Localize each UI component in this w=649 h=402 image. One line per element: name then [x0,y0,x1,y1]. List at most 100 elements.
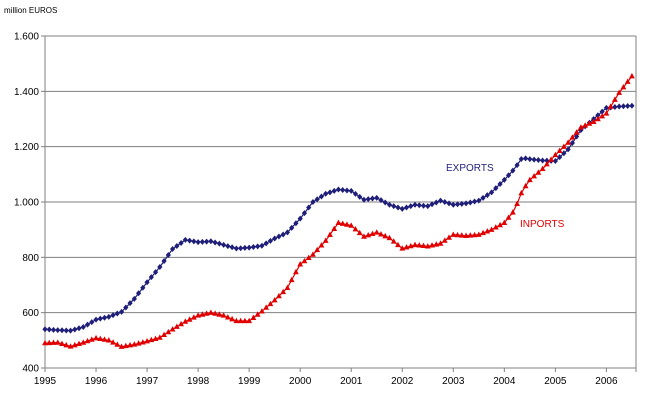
data-point-marker [280,231,286,238]
data-point-marker [540,157,546,164]
y-tick-label: 1.200 [14,142,39,153]
data-point-marker [59,327,65,334]
data-point-marker [123,304,129,311]
data-point-marker [429,242,435,248]
data-point-marker [178,239,184,246]
data-point-marker [454,201,461,208]
data-point-marker [348,187,354,194]
data-point-marker [182,318,189,324]
data-point-marker [161,258,167,265]
data-point-marker [246,317,253,324]
data-point-marker [391,203,397,210]
series-inports [42,72,635,349]
data-point-marker [514,162,520,169]
data-point-marker [101,336,108,342]
data-point-marker [63,327,69,334]
data-point-marker [463,232,469,238]
data-point-marker [67,327,74,334]
data-point-marker [331,187,337,194]
data-point-marker [425,203,431,210]
data-point-marker [225,243,231,250]
data-point-marker [535,169,542,175]
data-point-marker [148,274,154,281]
data-point-marker [241,317,248,324]
data-point-marker [488,226,495,232]
data-point-marker [369,195,376,202]
data-point-marker [314,196,320,203]
data-point-marker [458,232,465,238]
data-point-marker [259,308,265,314]
data-point-marker [467,199,473,206]
data-point-marker [216,311,223,317]
data-point-marker [569,134,576,140]
data-point-marker [101,314,108,321]
series-line [44,75,633,348]
unit-label: million EUROS [4,6,57,15]
data-point-marker [263,304,270,310]
data-point-marker [505,172,512,179]
y-tick-label: 1.000 [14,198,39,209]
data-point-marker [259,242,265,249]
data-point-marker [620,103,627,110]
data-point-marker [105,337,112,343]
data-point-marker [327,231,333,237]
data-point-marker [127,300,133,307]
data-point-marker [165,328,172,335]
data-point-marker [493,185,499,192]
x-tick-label: 1996 [85,376,108,387]
data-point-marker [118,308,125,315]
data-point-marker [586,120,593,126]
data-point-marker [450,231,457,237]
data-point-marker [557,154,563,161]
data-point-marker [378,231,384,237]
data-point-marker [186,316,193,322]
data-point-marker [323,190,329,197]
data-point-marker [352,226,359,232]
data-point-marker [386,201,393,208]
data-point-marker [208,238,214,245]
data-point-marker [339,220,346,226]
x-tick-label: 1995 [34,376,57,387]
data-point-marker [612,96,618,102]
data-point-marker [594,115,601,122]
data-point-marker [135,340,142,346]
data-point-marker [237,317,244,324]
data-point-marker [373,229,380,235]
data-point-marker [365,232,372,238]
data-point-marker [84,321,91,328]
data-point-marker [165,252,171,259]
data-point-marker [250,314,257,320]
data-point-marker [441,237,448,243]
data-point-marker [369,230,376,237]
data-point-marker [518,155,524,162]
series-exports [42,102,635,334]
data-point-marker [97,335,104,342]
data-point-marker [471,198,478,205]
data-point-marker [467,232,474,238]
data-point-marker [492,224,499,230]
data-point-marker [199,238,205,245]
data-point-marker [526,176,533,183]
data-point-marker [131,341,138,347]
data-point-marker [480,194,486,201]
data-point-marker [216,240,222,247]
data-point-marker [352,190,359,197]
data-point-marker [204,238,210,245]
data-point-marker [331,225,338,231]
data-point-marker [76,325,82,332]
data-point-marker [322,237,329,243]
data-point-marker [182,236,188,243]
data-point-marker [599,113,606,119]
data-point-marker [289,224,295,231]
data-point-marker [263,240,269,247]
data-point-marker [106,313,112,320]
data-point-marker [582,122,589,128]
data-point-marker [54,339,61,345]
y-tick-label: 800 [22,253,39,264]
data-point-marker [178,320,184,327]
data-point-marker [271,297,278,303]
data-point-marker [267,300,274,307]
data-point-marker [42,339,48,346]
data-point-marker [242,244,248,251]
x-tick-label: 2002 [391,376,414,387]
